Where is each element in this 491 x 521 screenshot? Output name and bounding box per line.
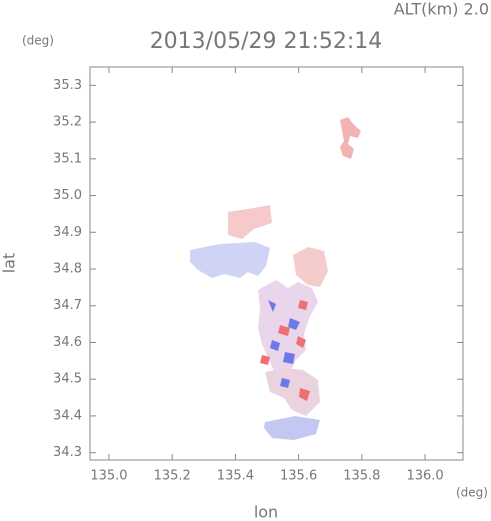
x-unit: (deg) <box>456 486 488 500</box>
y-tick-label: 34.6 <box>53 335 82 350</box>
annotation: ALT(km) 2.0 <box>394 0 489 19</box>
y-tick-label: 34.3 <box>53 445 82 460</box>
echo-field <box>190 117 361 440</box>
y-tick-label: 34.5 <box>53 372 82 387</box>
plot-frame <box>89 66 464 461</box>
x-tick-label: 135.4 <box>217 469 254 484</box>
y-tick-label: 35.0 <box>53 188 82 203</box>
y-tick-label: 34.7 <box>53 298 82 313</box>
y-unit: (deg) <box>22 34 54 48</box>
y-tick-label: 35.3 <box>53 78 82 93</box>
x-tick-label: 135.2 <box>154 469 191 484</box>
x-tick-label: 135.6 <box>280 469 317 484</box>
y-tick-label: 34.4 <box>53 408 82 423</box>
y-tick-label: 34.9 <box>53 225 82 240</box>
y-axis-label: lat <box>0 253 19 274</box>
y-tick-label: 35.1 <box>53 151 82 166</box>
y-tick-label: 35.2 <box>53 115 82 130</box>
chart-title: 2013/05/29 21:52:14 <box>150 29 383 54</box>
x-tick-label: 135.8 <box>343 469 380 484</box>
y-tick-label: 34.8 <box>53 262 82 277</box>
x-tick-label: 135.0 <box>90 469 127 484</box>
x-tick-label: 136.0 <box>406 469 443 484</box>
x-axis-label: lon <box>254 503 278 521</box>
